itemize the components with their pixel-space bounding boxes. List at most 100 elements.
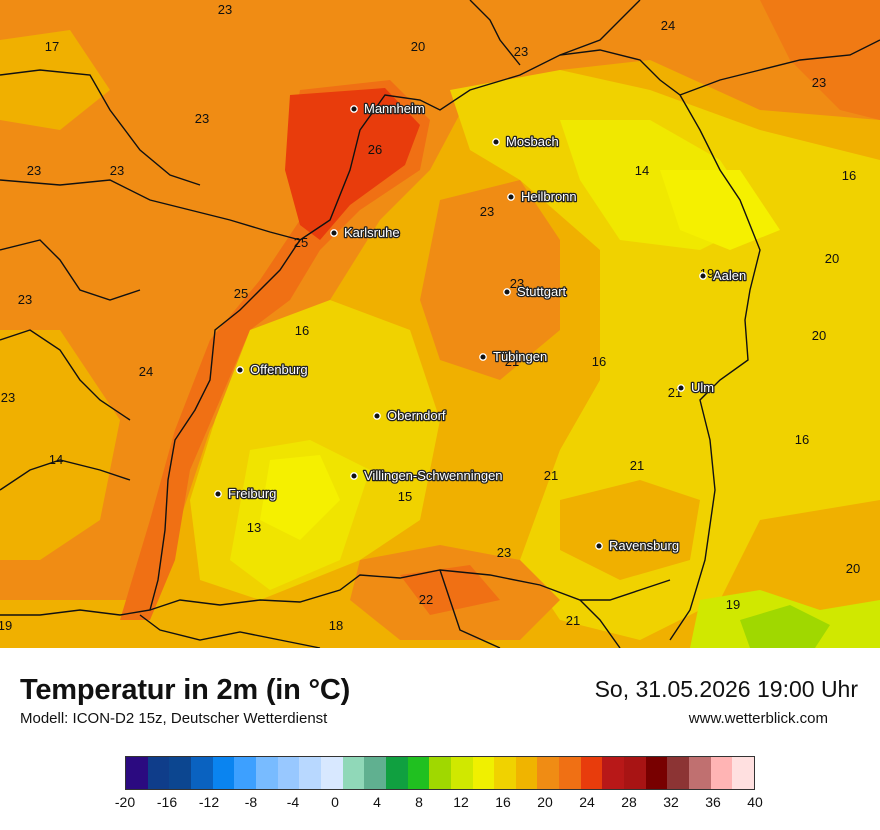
temperature-value: 25 — [294, 235, 308, 250]
city-stuttgart[interactable]: Stuttgart — [503, 283, 568, 300]
city-label: Aalen — [713, 268, 746, 283]
legend-swatch — [689, 757, 711, 789]
temperature-value: 18 — [329, 618, 343, 633]
color-scale-legend — [125, 756, 755, 790]
city-label: Tübingen — [493, 349, 547, 364]
temperature-value: 23 — [510, 276, 524, 291]
temperature-value: 13 — [247, 520, 261, 535]
city-heilbronn[interactable]: Heilbronn — [507, 188, 578, 205]
city-label: Mannheim — [364, 101, 425, 116]
city-offenburg[interactable]: Offenburg — [236, 361, 309, 378]
temperature-value: 23 — [18, 292, 32, 307]
legend-swatch — [385, 757, 408, 789]
city-dot-icon — [373, 412, 381, 420]
legend-tick: 0 — [331, 794, 339, 810]
legend-swatch — [234, 757, 256, 789]
legend-swatch — [429, 757, 451, 789]
city-t-bingen[interactable]: Tübingen — [479, 348, 549, 365]
legend-swatch — [494, 757, 516, 789]
legend-swatch — [255, 757, 278, 789]
legend-swatch — [342, 757, 365, 789]
city-label: Oberndorf — [387, 408, 446, 423]
city-dot-icon — [503, 288, 511, 296]
legend-tick: -4 — [286, 794, 300, 810]
city-label: Karlsruhe — [344, 225, 400, 240]
city-ravensburg[interactable]: Ravensburg — [595, 537, 680, 554]
temperature-value: 17 — [45, 39, 59, 54]
city-label: Ulm — [691, 380, 714, 395]
city-dot-icon — [350, 472, 358, 480]
legend-swatch — [515, 757, 538, 789]
temperature-value: 16 — [795, 432, 809, 447]
legend-swatch — [277, 757, 300, 789]
legend-swatch — [580, 757, 603, 789]
legend-swatch — [732, 757, 755, 789]
legend-tick: 28 — [621, 794, 637, 810]
city-ulm[interactable]: Ulm — [677, 379, 715, 396]
temperature-value: 23 — [514, 44, 528, 59]
temperature-value: 26 — [368, 142, 382, 157]
temperature-value: 16 — [295, 323, 309, 338]
legend-tick: 20 — [537, 794, 553, 810]
legend-tick: 8 — [415, 794, 423, 810]
temperature-value: 14 — [49, 452, 63, 467]
city-oberndorf[interactable]: Oberndorf — [373, 407, 447, 424]
city-label: Offenburg — [250, 362, 308, 377]
legend-tick: 40 — [747, 794, 763, 810]
temperature-value: 23 — [218, 2, 232, 17]
legend-swatch — [169, 757, 191, 789]
temperature-value: 23 — [110, 163, 124, 178]
temperature-value: 24 — [661, 18, 675, 33]
city-label: Heilbronn — [521, 189, 577, 204]
legend-tick: -12 — [198, 794, 220, 810]
model-source: Modell: ICON-D2 15z, Deutscher Wetterdie… — [20, 710, 328, 727]
temperature-value: 23 — [27, 163, 41, 178]
temperature-value: 20 — [812, 328, 826, 343]
temperature-value: 23 — [1, 390, 15, 405]
temperature-value: 16 — [592, 354, 606, 369]
temperature-value: 21 — [566, 613, 580, 628]
legend-swatch — [645, 757, 668, 789]
temperature-value: 23 — [195, 111, 209, 126]
city-freiburg[interactable]: Freiburg — [214, 485, 278, 502]
city-dot-icon — [479, 353, 487, 361]
legend-swatch — [190, 757, 213, 789]
city-dot-icon — [699, 272, 707, 280]
temperature-value: 19 — [726, 597, 740, 612]
legend-tick: 36 — [705, 794, 721, 810]
map-title: Temperatur in 2m (in °C) — [20, 674, 351, 706]
legend-tick: 32 — [663, 794, 679, 810]
legend-swatch — [602, 757, 625, 789]
legend-tick: 12 — [453, 794, 469, 810]
city-mosbach[interactable]: Mosbach — [492, 133, 560, 150]
city-aalen[interactable]: Aalen — [699, 267, 748, 284]
city-dot-icon — [214, 490, 222, 498]
temperature-value: 20 — [846, 561, 860, 576]
city-label: Stuttgart — [517, 284, 567, 299]
legend-swatch — [126, 757, 148, 789]
legend-tick: 24 — [579, 794, 595, 810]
city-dot-icon — [492, 138, 500, 146]
temperature-value: 24 — [139, 364, 153, 379]
legend-swatch — [320, 757, 343, 789]
city-dot-icon — [595, 542, 603, 550]
temperature-map[interactable]: 23 17 20 23 24 23 23 26 23 23 14 16 23 25 23 19 20 25 23 16… — [0, 0, 880, 648]
city-mannheim[interactable]: Mannheim — [350, 100, 426, 117]
legend-swatch — [147, 757, 170, 789]
city-label: Freiburg — [228, 486, 276, 501]
temperature-value: 21 — [630, 458, 644, 473]
legend-tick: -16 — [156, 794, 178, 810]
legend-tick: 4 — [373, 794, 381, 810]
city-villingen-schwenningen[interactable]: Villingen-Schwenningen — [350, 467, 504, 484]
temperature-value: 19 — [0, 618, 12, 633]
temperature-value: 20 — [825, 251, 839, 266]
city-dot-icon — [677, 384, 685, 392]
legend-swatch — [407, 757, 430, 789]
legend-swatch — [624, 757, 646, 789]
city-karlsruhe[interactable]: Karlsruhe — [330, 224, 401, 241]
website-link[interactable]: www.wetterblick.com — [688, 710, 828, 727]
temperature-value: 20 — [411, 39, 425, 54]
legend-swatch — [472, 757, 495, 789]
city-markers: Mannheim Mosbach Heilbronn Karlsruhe Aalen St… — [214, 100, 748, 554]
temperature-value: 22 — [419, 592, 433, 607]
